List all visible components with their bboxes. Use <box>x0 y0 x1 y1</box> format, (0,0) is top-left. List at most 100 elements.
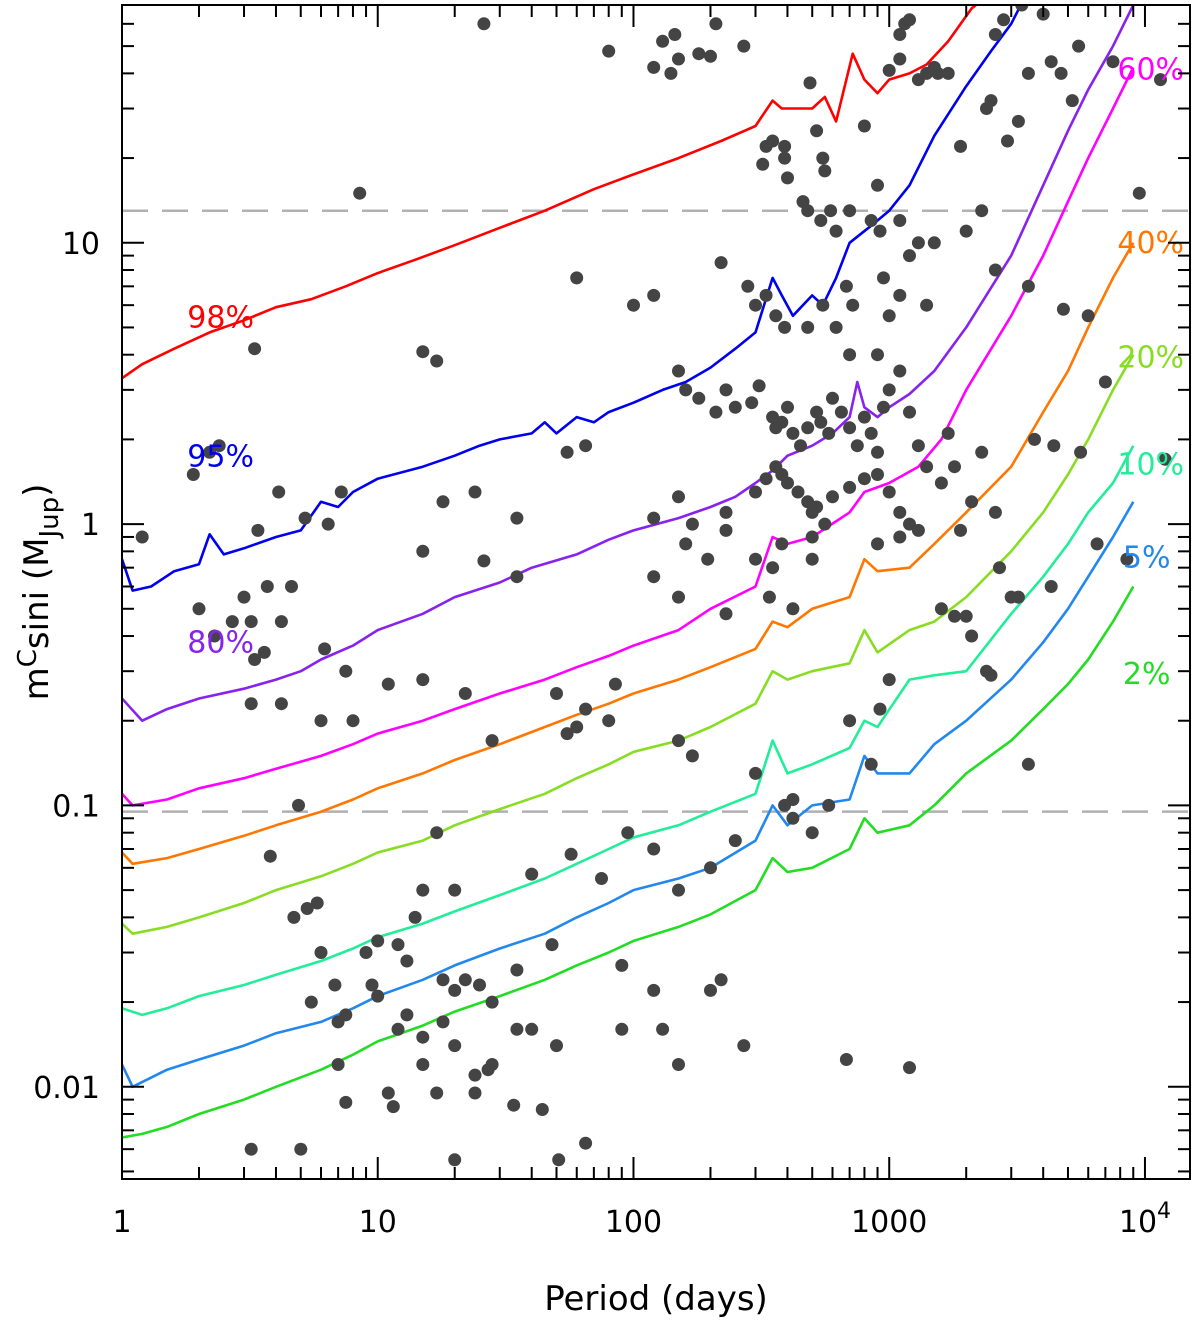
data-point <box>248 653 262 666</box>
data-point <box>781 476 794 490</box>
data-point <box>801 421 815 435</box>
data-point <box>756 157 770 171</box>
data-point <box>781 171 794 185</box>
data-point <box>647 983 661 997</box>
data-point <box>997 13 1011 27</box>
data-point <box>877 271 890 285</box>
data-point <box>843 714 857 728</box>
data-point <box>762 590 776 604</box>
data-point <box>314 714 328 728</box>
data-point <box>714 256 728 270</box>
data-point <box>818 517 832 531</box>
data-point <box>672 590 685 604</box>
data-point <box>781 400 794 414</box>
data-point <box>400 954 414 968</box>
data-point <box>263 849 277 863</box>
data-point <box>843 348 857 362</box>
curve-label-2pct: 2% <box>1123 657 1171 692</box>
data-point <box>436 495 450 509</box>
data-point <box>285 580 298 593</box>
data-point <box>759 472 773 486</box>
data-point <box>801 204 815 218</box>
y-tick-label: 1 <box>81 508 100 543</box>
data-point <box>579 439 593 453</box>
data-point <box>846 298 860 312</box>
data-point <box>485 995 499 1009</box>
data-point <box>737 1039 751 1053</box>
data-point <box>1132 186 1146 200</box>
data-point <box>353 186 367 200</box>
y-tick-label: 0.1 <box>52 789 100 824</box>
data-point <box>647 60 661 74</box>
data-point <box>803 76 817 90</box>
curve-98pct <box>122 5 979 380</box>
curve-label-98pct: 98% <box>187 300 254 335</box>
data-point <box>507 1098 521 1112</box>
data-point <box>839 279 853 293</box>
data-point <box>1056 302 1070 316</box>
data-point <box>1044 55 1058 69</box>
data-point <box>1090 537 1104 551</box>
x-tick-label: 104 <box>1119 1199 1171 1240</box>
data-point <box>672 883 685 897</box>
data-point <box>679 537 693 551</box>
data-point <box>564 847 578 861</box>
data-point <box>1011 114 1025 128</box>
data-point <box>775 415 789 429</box>
data-point <box>719 505 733 519</box>
data-point <box>251 523 265 537</box>
data-point <box>300 902 314 915</box>
data-point <box>1044 580 1058 593</box>
data-point <box>627 298 640 312</box>
plot-frame <box>121 4 1191 1180</box>
data-point <box>1074 445 1088 459</box>
data-point <box>448 1039 462 1053</box>
data-point <box>1054 66 1068 80</box>
data-point <box>857 119 871 133</box>
data-point <box>416 673 430 687</box>
data-point <box>560 445 574 459</box>
curve-labels: 98%95%80%60%40%20%10%5%2% <box>187 53 1184 692</box>
data-point <box>934 602 948 616</box>
data-point <box>287 910 301 924</box>
data-point <box>778 151 792 165</box>
data-point <box>745 396 759 410</box>
data-point <box>965 495 979 509</box>
data-point <box>920 298 934 312</box>
data-point <box>934 476 948 490</box>
data-point <box>893 52 907 66</box>
data-point <box>857 410 871 424</box>
data-point <box>818 164 832 178</box>
data-point <box>545 938 559 952</box>
data-point <box>1158 452 1172 466</box>
data-point <box>430 354 444 368</box>
data-point <box>339 1008 353 1022</box>
data-point <box>786 426 800 440</box>
data-point <box>741 279 755 293</box>
data-point <box>941 426 955 440</box>
data-point <box>672 364 685 378</box>
data-point <box>430 826 444 840</box>
data-point <box>244 615 258 629</box>
data-point <box>1106 55 1120 69</box>
data-point <box>400 1008 414 1022</box>
data-point <box>993 561 1006 575</box>
data-point <box>391 938 405 952</box>
data-point <box>656 1022 670 1036</box>
data-point <box>786 811 800 825</box>
planet-points <box>135 5 1172 1167</box>
data-point <box>864 214 878 227</box>
data-point <box>365 978 379 992</box>
data-point <box>1001 134 1014 148</box>
data-point <box>829 224 843 238</box>
data-point <box>550 687 563 700</box>
data-point <box>766 134 780 148</box>
data-point <box>786 793 800 806</box>
data-point <box>829 320 843 334</box>
data-point <box>719 607 733 621</box>
data-point <box>339 664 353 678</box>
data-point <box>647 842 661 856</box>
data-point <box>920 66 934 80</box>
data-point <box>816 298 830 312</box>
